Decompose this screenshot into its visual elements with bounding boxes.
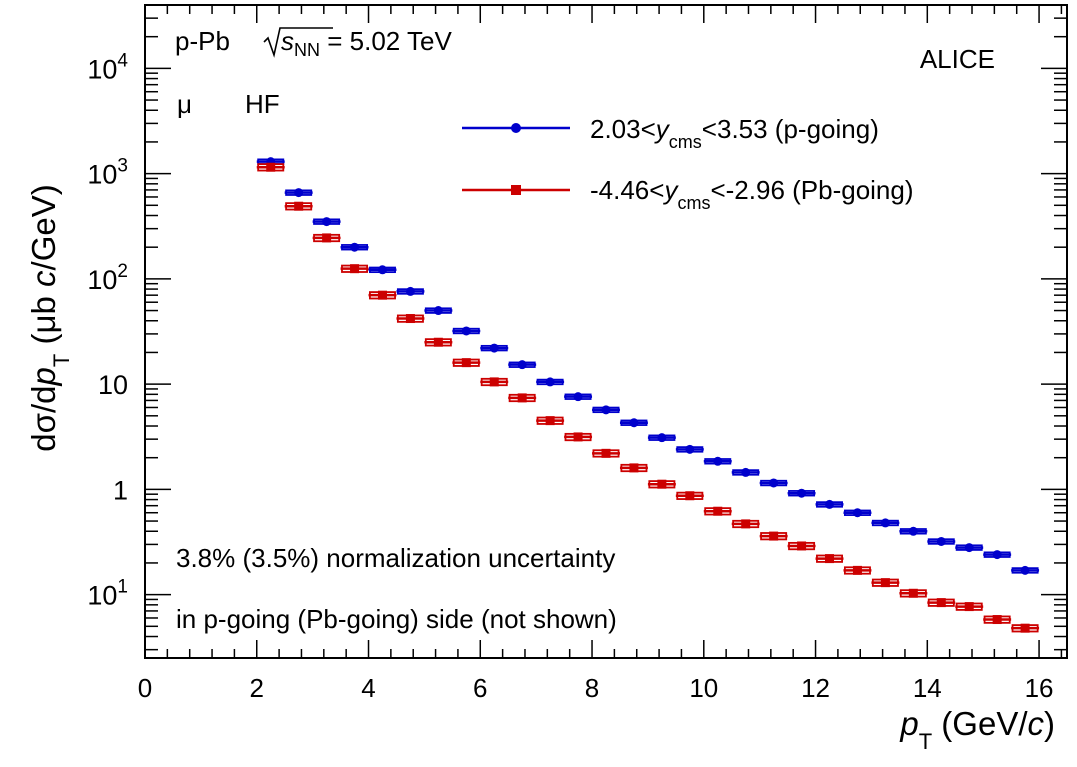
- data-point: [713, 456, 723, 466]
- x-tick-label: 4: [361, 673, 375, 703]
- data-point: [629, 463, 639, 473]
- legend-entry-pb-going: -4.46<ycms<-2.96 (Pb-going): [462, 175, 914, 213]
- series-pb-going: [256, 162, 1040, 633]
- axis-ticks: [144, 4, 1067, 658]
- data-point: [1020, 565, 1030, 575]
- data-point: [573, 432, 583, 442]
- x-tick-label: 14: [913, 673, 942, 703]
- particle-label: μ: [177, 89, 192, 119]
- x-tick-label: 12: [801, 673, 830, 703]
- x-tick-label: 6: [473, 673, 487, 703]
- data-point: [936, 598, 946, 608]
- data-point: [601, 448, 611, 458]
- data-point: [741, 467, 751, 477]
- data-point: [489, 343, 499, 353]
- data-point: [852, 565, 862, 575]
- y-tick-label: 102: [87, 261, 128, 295]
- legend-marker-pb-going: [511, 185, 521, 195]
- data-point: [294, 188, 304, 198]
- x-axis-label: pT (GeV/c): [899, 705, 1055, 754]
- y-tick-label: 1: [113, 475, 128, 505]
- data-point: [657, 479, 667, 489]
- collision-system-label: p-Pb: [175, 26, 230, 56]
- data-point: [992, 550, 1002, 560]
- data-point: [685, 491, 695, 501]
- x-tick-label: 0: [138, 673, 152, 703]
- data-point: [350, 242, 360, 252]
- data-point: [685, 444, 695, 454]
- data-point: [377, 265, 387, 275]
- data-point: [405, 314, 415, 324]
- energy-label: sNN = 5.02 TeV: [281, 26, 452, 60]
- data-point: [405, 286, 415, 296]
- data-point: [489, 377, 499, 387]
- x-tick-label: 10: [689, 673, 718, 703]
- data-point: [769, 478, 779, 488]
- data-point: [936, 536, 946, 546]
- data-point: [629, 418, 639, 428]
- data-point: [461, 326, 471, 336]
- data-point: [322, 217, 332, 227]
- data-point: [461, 358, 471, 368]
- normalization-note-line2: in p-going (Pb-going) side (not shown): [176, 604, 617, 634]
- x-tick-label: 16: [1025, 673, 1054, 703]
- data-point: [433, 306, 443, 316]
- data-point: [880, 578, 890, 588]
- data-point: [797, 488, 807, 498]
- data-point: [964, 602, 974, 612]
- plot-frame: [144, 4, 1068, 659]
- sqrt-symbol: [263, 27, 333, 58]
- data-point: [1020, 623, 1030, 633]
- data-point: [825, 499, 835, 509]
- data-point: [908, 588, 918, 598]
- data-point: [377, 290, 387, 300]
- data-point: [713, 506, 723, 516]
- plot-area: [144, 4, 1068, 659]
- series-p-going: [256, 157, 1040, 575]
- legend: 2.03<ycms<3.53 (p-going) -4.46<ycms<-2.9…: [462, 114, 914, 213]
- x-tick-label: 2: [250, 673, 264, 703]
- data-point: [573, 392, 583, 402]
- data-point: [741, 519, 751, 529]
- data-point: [880, 518, 890, 528]
- data-point: [964, 543, 974, 553]
- y-tick-label: 10: [98, 370, 128, 400]
- data-point: [908, 526, 918, 536]
- experiment-label: ALICE: [920, 44, 995, 74]
- data-point: [825, 554, 835, 564]
- data-point: [992, 615, 1002, 625]
- data-point: [517, 360, 527, 370]
- data-point: [545, 416, 555, 426]
- legend-marker-p-going: [511, 123, 521, 133]
- data-point: [797, 541, 807, 551]
- y-tick-label: 104: [87, 50, 128, 84]
- legend-label-p-going: 2.03<ycms<3.53 (p-going): [590, 114, 879, 152]
- y-tick-label: 101: [87, 577, 128, 611]
- data-point: [433, 337, 443, 347]
- y-tick-label: 103: [87, 156, 128, 190]
- data-point: [322, 233, 332, 243]
- data-point: [852, 508, 862, 518]
- legend-entry-p-going: 2.03<ycms<3.53 (p-going): [462, 114, 879, 152]
- x-tick-label: 8: [585, 673, 599, 703]
- data-point: [350, 264, 360, 274]
- normalization-note-line1: 3.8% (3.5%) normalization uncertainty: [176, 543, 615, 573]
- data-marks: [256, 157, 1040, 633]
- y-axis-label: dσ/dpT (μb c/GeV): [25, 184, 74, 451]
- data-point: [601, 405, 611, 415]
- particle-source-label: HF: [245, 89, 280, 119]
- data-point: [657, 433, 667, 443]
- data-point: [545, 377, 555, 387]
- data-point: [769, 531, 779, 541]
- data-point: [266, 162, 276, 172]
- data-point: [294, 201, 304, 211]
- data-point: [517, 393, 527, 403]
- legend-label-pb-going: -4.46<ycms<-2.96 (Pb-going): [590, 175, 914, 213]
